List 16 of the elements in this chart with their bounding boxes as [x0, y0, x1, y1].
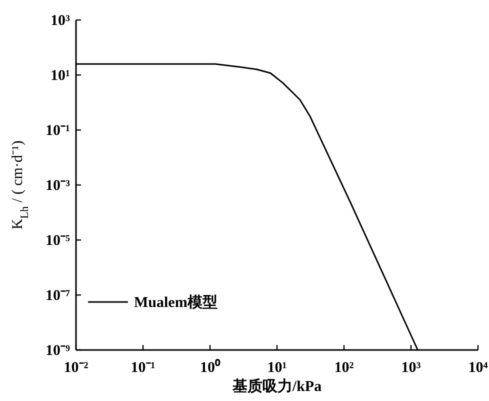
x-tick-label: 10³ — [401, 360, 422, 376]
x-tick-label: 10⁻² — [64, 360, 89, 376]
x-tick-label: 10⁻¹ — [130, 360, 156, 376]
y-tick-label: 10³ — [50, 13, 70, 29]
y-tick-label: 10¹ — [50, 68, 70, 84]
legend-label: Mualem模型 — [134, 294, 218, 311]
x-tick-label: 10² — [334, 360, 354, 376]
y-tick-label: 10⁻⁵ — [46, 233, 70, 249]
x-axis-title: 基质吸力/kPa — [231, 378, 322, 395]
y-tick-label: 10⁻¹ — [46, 123, 70, 139]
x-tick-label: 10⁴ — [468, 360, 488, 376]
x-tick-label: 10⁰ — [200, 358, 221, 376]
y-tick-label: 10⁻⁹ — [46, 343, 70, 359]
y-tick-label: 10⁻⁷ — [46, 288, 70, 304]
x-tick-label: 10¹ — [267, 360, 287, 376]
y-tick-label: 10⁻³ — [46, 178, 70, 194]
